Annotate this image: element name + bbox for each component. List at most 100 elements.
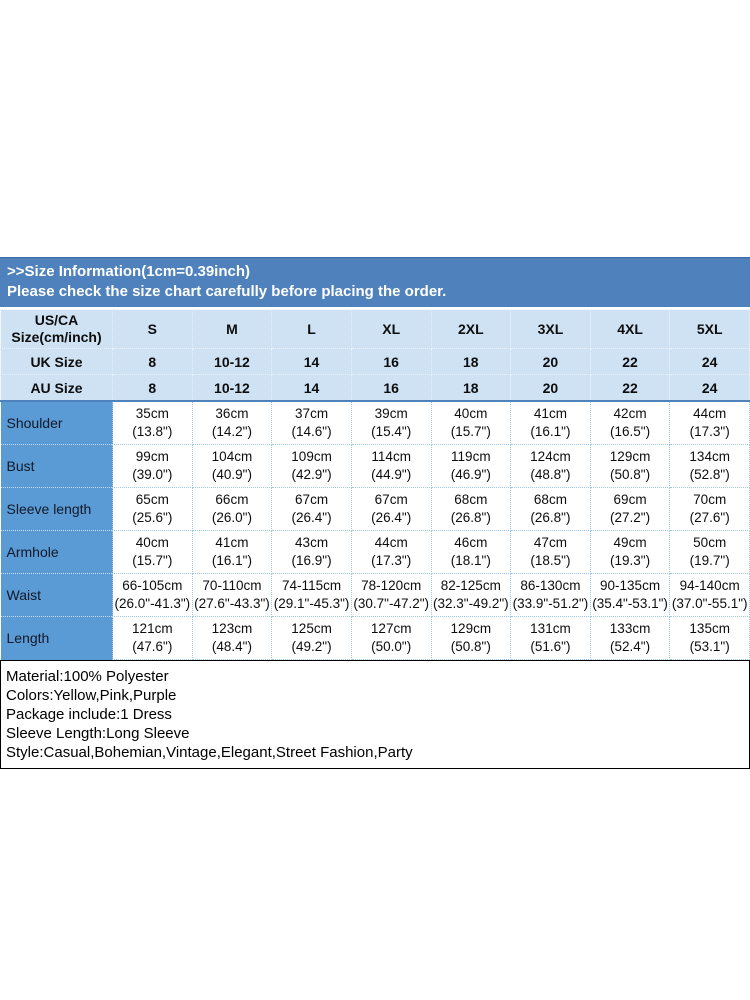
measurement-cell: 36cm (14.2")	[191, 400, 273, 445]
measurement-cell: 41cm (16.1")	[510, 400, 591, 445]
measurement-cell: 131cm (51.6")	[510, 616, 591, 660]
size-column-header: L	[271, 309, 352, 349]
measurement-row: Bust 99cm (39.0") 104cm (40.9") 109cm (42.9") 1…	[0, 444, 750, 488]
measurement-cell: 124cm (48.8")	[510, 444, 591, 488]
uk-size-row-value: 14	[271, 348, 352, 375]
measurement-cell: 127cm (50.0")	[350, 616, 432, 660]
measurement-cell: 44cm (17.3")	[669, 400, 750, 445]
measurement-label: Armhole	[0, 530, 113, 574]
measurement-cell: 37cm (14.6")	[271, 400, 352, 445]
au-size-row-value: 24	[669, 374, 750, 402]
measurement-cell: 42cm (16.5")	[589, 400, 671, 445]
measurement-cell: 66cm (26.0")	[191, 487, 273, 531]
measurement-cell: 68cm (26.8")	[510, 487, 591, 531]
measurement-label: Bust	[0, 444, 113, 488]
measurement-cell: 44cm (17.3")	[350, 530, 432, 574]
measurement-cell: 74-115cm (29.1"-45.3")	[271, 573, 352, 617]
size-column-header: S	[112, 309, 193, 349]
au-size-row-value: 20	[510, 374, 591, 402]
uk-size-row-value: 22	[589, 348, 671, 375]
product-info-box: Material:100% Polyester Colors:Yellow,Pi…	[0, 660, 750, 769]
au-size-row-value: 8	[112, 374, 193, 402]
measurement-cell: 129cm (50.8")	[430, 616, 512, 660]
measurement-row: Shoulder 35cm (13.8") 36cm (14.2") 37cm (14.6"…	[0, 400, 750, 445]
measurement-cell: 135cm (53.1")	[669, 616, 750, 660]
measurement-cell: 119cm (46.9")	[430, 444, 512, 488]
measurement-cell: 50cm (19.7")	[669, 530, 750, 574]
measurement-cell: 78-120cm (30.7"-47.2")	[350, 573, 432, 617]
measurement-cell: 69cm (27.2")	[589, 487, 671, 531]
size-column-header: 5XL	[669, 309, 750, 349]
measurement-cell: 70cm (27.6")	[669, 487, 750, 531]
measurement-cell: 47cm (18.5")	[510, 530, 591, 574]
measurement-cell: 125cm (49.2")	[271, 616, 352, 660]
measurement-cell: 134cm (52.8")	[669, 444, 750, 488]
uk-size-row-value: 8	[112, 348, 193, 375]
measurement-cell: 46cm (18.1")	[430, 530, 512, 574]
product-info-material: Material:100% Polyester	[6, 668, 169, 685]
measurement-label: Shoulder	[0, 400, 113, 445]
measurement-cell: 114cm (44.9")	[350, 444, 432, 488]
measurement-cell: 67cm (26.4")	[350, 487, 432, 531]
measurement-row: Armhole 40cm (15.7") 41cm (16.1") 43cm (16.9")…	[0, 530, 750, 574]
measurement-cell: 68cm (26.8")	[430, 487, 512, 531]
product-info-package: Package include:1 Dress	[6, 706, 172, 723]
banner-title: >>Size Information(1cm=0.39inch)	[7, 263, 250, 280]
au-size-row-value: 14	[271, 374, 352, 402]
measurement-cell: 104cm (40.9")	[191, 444, 273, 488]
product-info-sleeve: Sleeve Length:Long Sleeve	[6, 725, 190, 742]
measurement-cell: 129cm (50.8")	[589, 444, 671, 488]
banner-table-gap	[0, 307, 750, 309]
uk-size-row-value: 16	[350, 348, 432, 375]
measurement-cell: 41cm (16.1")	[191, 530, 273, 574]
measurement-label: Sleeve length	[0, 487, 113, 531]
measurement-cell: 109cm (42.9")	[271, 444, 352, 488]
size-column-header: 2XL	[430, 309, 512, 349]
measurement-cell: 40cm (15.7")	[430, 400, 512, 445]
measurement-cell: 65cm (25.6")	[112, 487, 193, 531]
size-column-header: M	[191, 309, 273, 349]
banner-subtitle: Please check the size chart carefully be…	[7, 283, 447, 300]
measurement-cell: 86-130cm (33.9"-51.2")	[510, 573, 591, 617]
measurement-row: Waist 66-105cm (26.0"-41.3") 70-110cm (27.6"…	[0, 573, 750, 617]
size-chart-table: US/CA Size(cm/inch) S M L XL 2XL 3XL 4XL 5XL UK Si…	[0, 309, 750, 660]
measurement-cell: 133cm (52.4")	[589, 616, 671, 660]
measurement-row: Length 121cm (47.6") 123cm (48.4") 125cm (49.2…	[0, 616, 750, 660]
au-size-row-label: AU Size	[0, 374, 113, 402]
uk-size-row-value: 10-12	[191, 348, 273, 375]
au-size-row-value: 16	[350, 374, 432, 402]
corner-header-cell: US/CA Size(cm/inch)	[0, 309, 113, 349]
uk-size-row-value: 18	[430, 348, 512, 375]
uk-size-row-value: 20	[510, 348, 591, 375]
measurement-cell: 40cm (15.7")	[112, 530, 193, 574]
measurement-cell: 66-105cm (26.0"-41.3")	[112, 573, 193, 617]
uk-size-row: UK Size 8 10-12 14 16 18 20 22 24	[0, 348, 750, 375]
size-column-header: XL	[350, 309, 432, 349]
au-size-row-value: 18	[430, 374, 512, 402]
au-size-row-value: 10-12	[191, 374, 273, 402]
measurement-label: Length	[0, 616, 113, 660]
measurement-cell: 94-140cm (37.0"-55.1")	[669, 573, 750, 617]
measurement-cell: 99cm (39.0")	[112, 444, 193, 488]
product-info-style: Style:Casual,Bohemian,Vintage,Elegant,St…	[6, 744, 413, 761]
size-column-header: 4XL	[589, 309, 671, 349]
measurement-cell: 82-125cm (32.3"-49.2")	[430, 573, 512, 617]
measurement-cell: 67cm (26.4")	[271, 487, 352, 531]
measurement-cell: 123cm (48.4")	[191, 616, 273, 660]
size-column-header: 3XL	[510, 309, 591, 349]
size-info-banner: >>Size Information(1cm=0.39inch) Please …	[0, 257, 750, 307]
measurement-label: Waist	[0, 573, 113, 617]
product-info-colors: Colors:Yellow,Pink,Purple	[6, 687, 177, 704]
measurement-cell: 70-110cm (27.6"-43.3")	[191, 573, 273, 617]
measurement-cell: 43cm (16.9")	[271, 530, 352, 574]
uk-size-row-label: UK Size	[0, 348, 113, 375]
top-white-margin	[0, 0, 750, 257]
measurement-row: Sleeve length 65cm (25.6") 66cm (26.0") 67cm(…	[0, 487, 750, 531]
au-size-row-value: 22	[589, 374, 671, 402]
au-size-row: AU Size 8 10-12 14 16 18 20 22 24	[0, 374, 750, 402]
measurement-cell: 121cm (47.6")	[112, 616, 193, 660]
uk-size-row-value: 24	[669, 348, 750, 375]
measurement-cell: 39cm (15.4")	[350, 400, 432, 445]
size-table-body: US/CA Size(cm/inch) S M L XL 2XL 3XL 4XL 5XL UK Si…	[0, 309, 750, 660]
